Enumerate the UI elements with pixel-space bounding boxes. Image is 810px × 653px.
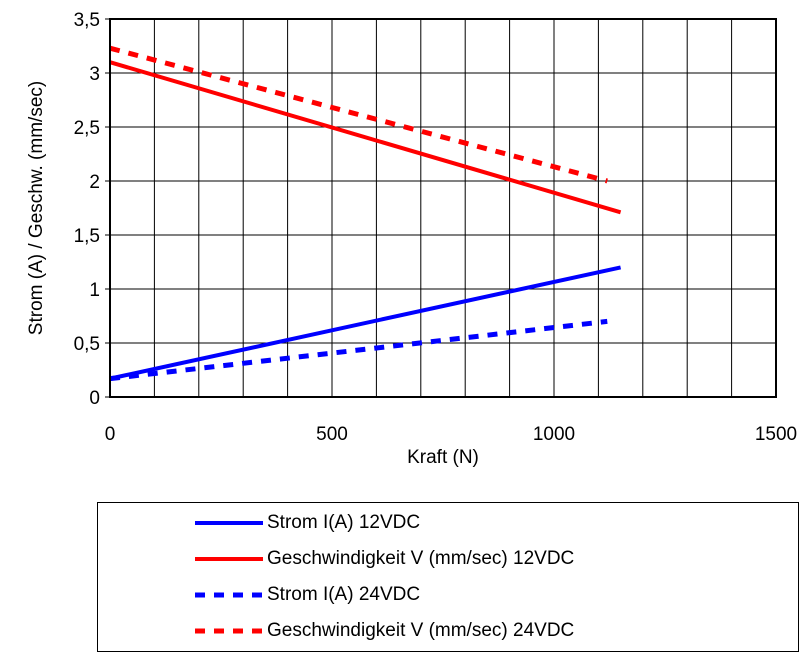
series-line xyxy=(109,45,608,184)
legend-item: Strom I(A) 12VDC xyxy=(193,508,420,538)
y-tick-label: 3 xyxy=(89,64,100,85)
legend-item: Geschwindigkeit V (mm/sec) 12VDC xyxy=(193,544,574,574)
y-tick-labels: 0 0,5 1 1,5 2 2,5 3 3,5 xyxy=(74,10,100,409)
series-line xyxy=(109,60,622,215)
series-line xyxy=(109,318,608,382)
series-group xyxy=(109,45,622,382)
x-tick-label: 1000 xyxy=(533,424,575,445)
y-tick-label: 3,5 xyxy=(74,10,100,31)
y-tick-label: 0 xyxy=(89,388,100,409)
line-chart: 00,511,522,533,5 0 500 1000 1500 Kraft (N) … xyxy=(26,10,797,468)
legend-label: Strom I(A) 24VDC xyxy=(267,584,421,605)
legend-item: Strom I(A) 24VDC xyxy=(193,580,420,610)
y-tick-label: 2 xyxy=(89,172,100,193)
legend-swatch xyxy=(195,628,263,634)
legend-swatch xyxy=(195,592,263,598)
legend-swatch xyxy=(195,521,263,525)
x-tick-labels: 0 500 1000 1500 xyxy=(105,424,797,445)
y-tick-label: 0,5 xyxy=(74,334,100,355)
legend-label: Geschwindigkeit V (mm/sec) 12VDC xyxy=(267,548,575,569)
x-tick-label: 500 xyxy=(316,424,348,445)
y-tick-label: 1,5 xyxy=(74,226,100,247)
grid xyxy=(105,18,776,398)
plot-frame xyxy=(109,18,777,398)
y-tick-label: 2,5 xyxy=(74,118,100,139)
x-tick-label: 1500 xyxy=(755,424,797,445)
legend-label: Strom I(A) 12VDC xyxy=(267,512,421,533)
legend-swatch xyxy=(195,557,263,561)
x-axis-label: Kraft (N) xyxy=(407,447,479,468)
legend-item: Geschwindigkeit V (mm/sec) 24VDC xyxy=(193,616,574,646)
legend: Strom I(A) 12VDC Geschwindigkeit V (mm/s… xyxy=(97,502,799,652)
y-tick-label: 1 xyxy=(89,280,100,301)
x-tick-label: 0 xyxy=(105,424,116,445)
legend-label: Geschwindigkeit V (mm/sec) 24VDC xyxy=(267,620,575,641)
y-axis-label: Strom (A) / Geschw. (mm/sec) xyxy=(26,81,47,335)
series-line xyxy=(109,265,622,381)
